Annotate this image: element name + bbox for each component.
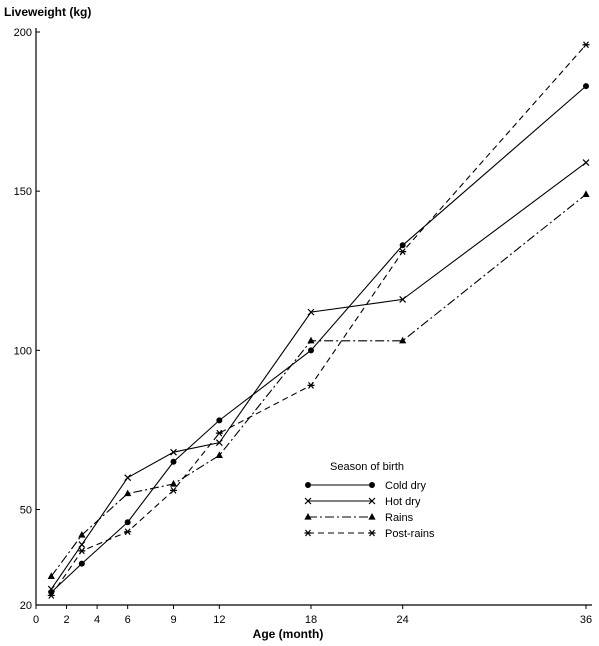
data-point-hot-dry (582, 159, 590, 166)
data-point-cold-dry (124, 519, 131, 526)
legend-label-cold-dry: Cold dry (385, 480, 426, 492)
data-point-rains (124, 489, 132, 497)
x-tick-label: 9 (170, 614, 176, 626)
data-point-post-rains (582, 41, 590, 49)
data-point-rains (399, 336, 407, 344)
legend-marker-rains (368, 513, 376, 520)
data-point-hot-dry (215, 439, 223, 447)
legend-label-hot-dry: Hot dry (385, 496, 421, 508)
legend-label-rains: Rains (385, 512, 414, 524)
data-point-post-rains (307, 381, 315, 389)
data-point-hot-dry (399, 295, 407, 303)
data-point-hot-dry (170, 448, 177, 456)
data-point-hot-dry (78, 541, 86, 548)
legend-title: Season of birth (330, 461, 404, 473)
data-point-rains (169, 480, 178, 487)
series-line-post-rains (50, 44, 587, 596)
y-tick-label: 50 (20, 505, 32, 517)
x-tick-label: 24 (397, 614, 409, 626)
y-axis-label: Liveweight (kg) (4, 5, 91, 19)
legend-marker-hot-dry (304, 497, 312, 505)
legend-marker-hot-dry (368, 497, 376, 505)
data-point-cold-dry (78, 560, 85, 567)
data-point-post-rains (47, 592, 55, 599)
legend-label-post-rains: Post-rains (385, 528, 435, 540)
data-point-rains (78, 530, 86, 538)
x-tick-label: 2 (63, 614, 69, 626)
x-axis-label: Age (month) (253, 627, 324, 641)
series-line-cold-dry (50, 85, 587, 593)
data-point-rains (47, 572, 55, 579)
data-point-rains (582, 190, 590, 197)
legend-marker-rains (304, 513, 312, 520)
legend-marker-cold-dry (305, 482, 311, 488)
y-tick-label: 200 (14, 27, 32, 39)
legend-marker-post-rains (304, 529, 312, 537)
data-point-post-rains (215, 429, 223, 437)
y-tick-label: 20 (20, 600, 32, 612)
data-point-cold-dry (170, 458, 177, 465)
data-point-hot-dry (124, 474, 132, 482)
data-point-cold-dry (399, 242, 406, 249)
data-point-hot-dry (47, 585, 55, 593)
data-point-post-rains (399, 248, 407, 256)
x-tick-label: 0 (33, 614, 39, 626)
data-point-cold-dry (308, 347, 314, 354)
data-point-rains (307, 336, 315, 344)
data-point-cold-dry (216, 417, 223, 424)
x-tick-label: 36 (580, 614, 592, 626)
legend-marker-cold-dry (369, 482, 375, 488)
data-point-post-rains (124, 528, 132, 536)
x-tick-label: 4 (94, 614, 100, 626)
x-tick-label: 18 (305, 614, 317, 626)
y-tick-label: 150 (14, 186, 32, 198)
data-point-post-rains (170, 487, 177, 494)
data-point-rains (215, 451, 223, 458)
series-layer (47, 41, 590, 599)
x-tick-label: 6 (125, 614, 131, 626)
data-point-post-rains (78, 547, 86, 555)
data-point-hot-dry (307, 308, 315, 316)
y-tick-label: 100 (14, 345, 32, 357)
data-point-cold-dry (583, 83, 589, 90)
series-line-hot-dry (50, 162, 587, 590)
x-tick-label: 12 (213, 614, 225, 626)
series-line-rains (50, 193, 587, 577)
legend-marker-post-rains (368, 529, 376, 537)
legend: Season of birth Cold dry Hot dry Rains Post-… (304, 461, 435, 540)
